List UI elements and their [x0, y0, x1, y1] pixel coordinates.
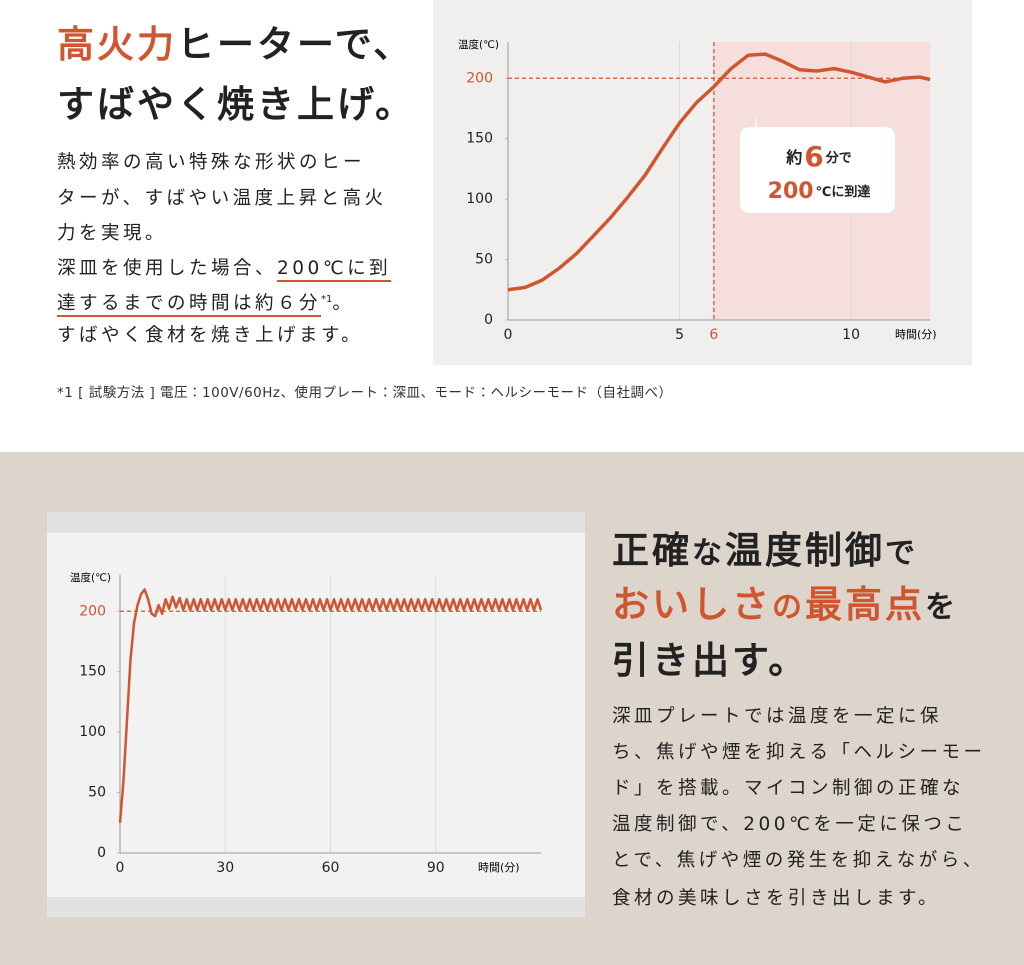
- body-line: 深皿プレートでは温度を一定に保: [612, 706, 943, 727]
- panel-bg: [47, 512, 585, 917]
- y-axis-label: 温度(℃): [458, 38, 499, 51]
- body-line: 温度制御で、200℃を一定に保つこ: [612, 814, 968, 835]
- heading-accent: 最高点: [805, 583, 925, 626]
- y-tick-label: 200: [79, 603, 106, 619]
- body-line: ド」を搭載。マイコン制御の正確な: [612, 778, 965, 799]
- y-tick-label: 0: [484, 312, 493, 328]
- footnote: *1 [ 試験方法 ] 電圧：100V/60Hz、使用プレート：深皿、モード：ヘ…: [57, 385, 673, 401]
- x-tick-label: 30: [216, 860, 234, 876]
- callout-text: 分で: [825, 150, 852, 166]
- callout-line: 約6 分で: [785, 140, 852, 173]
- body-line: 力を実現。: [57, 223, 168, 244]
- callout-text: 6: [804, 140, 823, 173]
- heading-line: 正確な温度制御で: [612, 520, 918, 574]
- body-line: とで、焦げや煙の発生を抑えながら、: [612, 850, 985, 871]
- x-tick-label: 90: [427, 860, 445, 876]
- heading-text: 温度制御: [725, 529, 885, 572]
- heading-line: すばやく焼き上げ。: [57, 83, 416, 126]
- heading-line: 引き出す。: [612, 639, 809, 682]
- y-tick-label: 150: [466, 131, 493, 147]
- x-tick-label: 6: [709, 327, 718, 343]
- y-tick-label: 100: [466, 191, 493, 207]
- heading-text: で: [885, 536, 918, 571]
- x-tick-label: 0: [504, 327, 513, 343]
- body-line: 深皿を使用した場合、200℃に到: [57, 254, 391, 280]
- x-axis-label: 時間(分): [478, 861, 520, 874]
- y-axis-label: 温度(℃): [70, 571, 111, 584]
- y-tick-label: 0: [97, 845, 106, 861]
- heading-line: 高火力ヒーターで、: [57, 14, 413, 68]
- x-tick-label: 10: [842, 327, 860, 343]
- heading-accent: おいしさ: [612, 583, 772, 626]
- x-axis-label: 時間(分): [895, 328, 937, 341]
- heading-text: な: [692, 536, 725, 571]
- y-tick-label: 50: [88, 785, 106, 801]
- callout-line: 200 ℃に到達: [768, 179, 871, 204]
- callout-text: 200: [768, 179, 814, 204]
- y-tick-label: 50: [475, 252, 493, 268]
- callout-text: ℃に到達: [816, 184, 871, 200]
- callout-box: [740, 113, 895, 213]
- x-tick-label: 60: [322, 860, 340, 876]
- body-text: 深皿を使用した場合、: [57, 258, 278, 279]
- x-tick-label: 0: [116, 860, 125, 876]
- callout-text: 約: [785, 148, 802, 167]
- chart-panel: 0 30 60 90 0 50 100 150 200 温度(℃) 時間(分): [47, 512, 585, 917]
- heading-text: 正確: [612, 529, 692, 572]
- panel-strip: [47, 897, 585, 917]
- body-line: ち、焦げや煙を抑える「ヘルシーモー: [612, 742, 986, 763]
- body-line: ターが、すばやい温度上昇と高火: [57, 188, 387, 209]
- heading-line: おいしさの最高点を: [612, 574, 958, 628]
- body-emphasis: 達するまでの時間は約６分: [57, 293, 322, 314]
- data-line: [507, 52, 931, 292]
- y-tick-label: 200: [466, 70, 493, 86]
- heading-accent: 高火力: [57, 23, 177, 66]
- heading-accent: の: [772, 590, 805, 625]
- heading-text: を: [925, 590, 958, 625]
- body-emphasis: 200℃に到: [277, 258, 392, 279]
- x-tick-label: 5: [675, 327, 684, 343]
- heading-text: ヒーターで、: [177, 23, 414, 66]
- panel-strip: [47, 512, 585, 533]
- body-line: 食材の美味しさを引き出します。: [612, 888, 941, 909]
- body-line: 達するまでの時間は約６分*1。: [57, 289, 354, 315]
- y-tick-label: 100: [79, 724, 106, 740]
- y-tick-label: 150: [79, 664, 106, 680]
- body-line: すばやく食材を焼き上げます。: [57, 325, 364, 346]
- body-text: 。: [332, 293, 355, 314]
- body-line: 熱効率の高い特殊な形状のヒー: [57, 152, 366, 173]
- data-line: [118, 588, 543, 823]
- footnote-ref: *1: [321, 293, 333, 305]
